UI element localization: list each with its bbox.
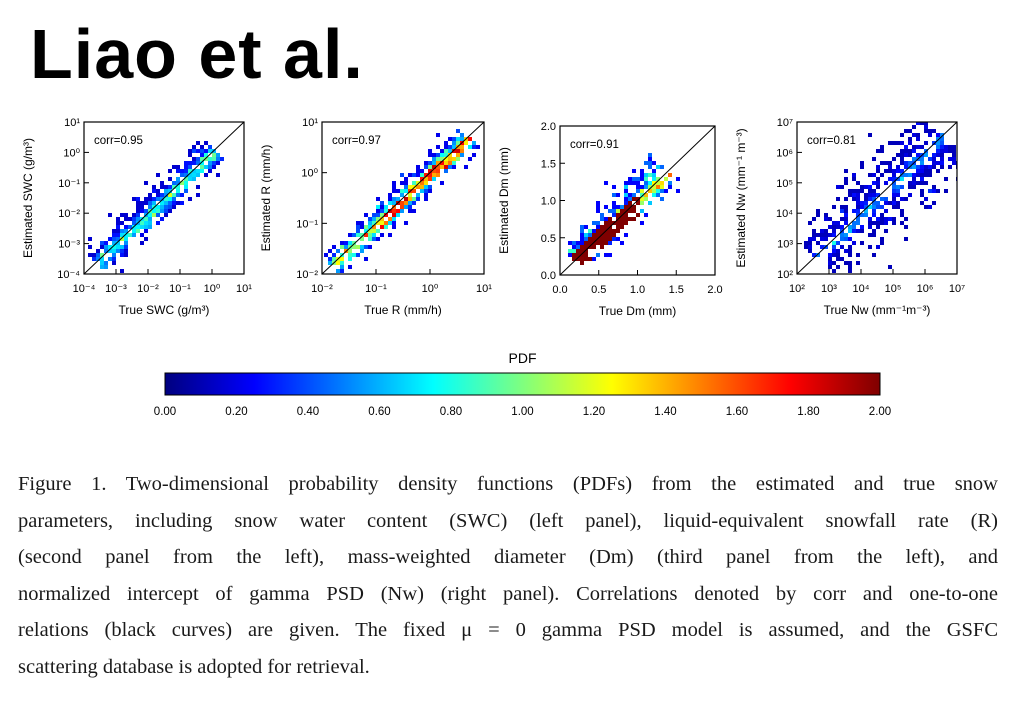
- slide-title: Liao et al.: [30, 15, 364, 93]
- x-tick-label: 10⁶: [917, 283, 934, 295]
- y-tick-label: 10¹: [64, 117, 80, 129]
- colorbar-tick-label: 1.40: [654, 406, 676, 418]
- corr-label: corr=0.97: [332, 135, 381, 147]
- x-axis-label: True SWC (g/m³): [119, 303, 210, 317]
- y-axis-label: Estimated Dm (mm): [497, 147, 511, 254]
- x-tick-label: 10⁰: [204, 283, 221, 295]
- x-tick-label: 10⁻³: [105, 283, 127, 295]
- x-tick-label: 10⁻⁴: [73, 283, 96, 295]
- figure-panel-group: corr=0.95 10¹ 10⁰ 10⁻¹ 10⁻² 10⁻³ 10⁻⁴ 10⁻⁴ 10⁻³ 1…: [0, 105, 1025, 440]
- y-tick-label: 10⁻⁴: [57, 269, 80, 281]
- x-tick-label: 0.0: [552, 284, 567, 296]
- caption-line: (second panel from the left), mass-weigh…: [18, 546, 998, 568]
- x-tick-label: 1.0: [630, 284, 645, 296]
- x-tick-label: 10⁻²: [311, 283, 333, 295]
- x-axis-label: True Dm (mm): [599, 304, 677, 318]
- colorbar-tick-label: 0.80: [440, 406, 462, 418]
- y-tick-label: 1.0: [541, 196, 556, 208]
- y-tick-label: 10⁻³: [58, 239, 80, 251]
- x-tick-label: 10⁰: [422, 283, 439, 295]
- colorbar-tick-label: 0.20: [225, 406, 247, 418]
- y-axis-label: Estimated R (mm/h): [259, 145, 273, 252]
- y-tick-label: 10⁰: [63, 147, 80, 159]
- density-cells: [804, 122, 957, 273]
- one-to-one-line: [559, 125, 716, 276]
- density-cells: [568, 153, 680, 265]
- x-tick-label: 10⁴: [853, 283, 870, 295]
- y-tick-label: 10⁷: [777, 117, 793, 129]
- caption-line: Figure 1. Two-dimensional probability de…: [18, 473, 998, 495]
- y-tick-label: 10²: [777, 269, 793, 281]
- y-tick-label: 10⁶: [776, 147, 793, 159]
- colorbar-label: PDF: [509, 350, 537, 366]
- y-tick-label: 0.5: [541, 233, 556, 245]
- x-tick-label: 10⁷: [949, 283, 965, 295]
- colorbar-tick-label: 2.00: [869, 406, 891, 418]
- colorbar-tick-label: 1.20: [583, 406, 605, 418]
- colorbar-tick-label: 1.80: [797, 406, 819, 418]
- x-tick-label: 10¹: [236, 283, 252, 295]
- x-tick-label: 10⁵: [885, 283, 902, 295]
- y-tick-label: 10⁻¹: [58, 178, 80, 190]
- plot-frame: [321, 121, 485, 275]
- colorbar: PDF 0.00 0.20 0.40 0.60 0.80 1.00 1.20 1.40 1.60 1…: [154, 350, 891, 418]
- one-to-one-line: [796, 121, 958, 275]
- y-tick-label: 10⁻¹: [296, 218, 318, 230]
- y-tick-label: 1.5: [541, 158, 556, 170]
- x-tick-label: 10⁻¹: [169, 283, 191, 295]
- x-tick-label: 10³: [821, 283, 837, 295]
- x-tick-label: 10⁻¹: [365, 283, 387, 295]
- y-tick-label: 10⁴: [776, 208, 793, 220]
- density-cells: [88, 141, 224, 273]
- y-tick-label: 0.0: [541, 270, 556, 282]
- y-tick-label: 10⁻²: [58, 208, 80, 220]
- y-tick-label: 2.0: [541, 121, 556, 133]
- caption-line: scattering database is adopted for retri…: [18, 655, 370, 678]
- x-tick-label: 2.0: [707, 284, 722, 296]
- colorbar-tick-label: 1.00: [511, 406, 533, 418]
- corr-label: corr=0.95: [94, 135, 143, 147]
- x-tick-label: 10¹: [476, 283, 492, 295]
- colorbar-tick-label: 0.60: [368, 406, 390, 418]
- plot-frame: [796, 121, 958, 275]
- scatter-panel-dm: corr=0.91 2.0 1.5 1.0 0.5 0.0 0.0 0.5 1.0 1.5 2.0 T…: [497, 121, 723, 318]
- y-axis-label: Estimated Nw (mm⁻¹ m⁻³): [734, 128, 748, 267]
- caption-line: relations (black curves) are given. The …: [18, 619, 998, 641]
- one-to-one-line: [83, 121, 245, 275]
- y-tick-label: 10³: [777, 239, 793, 251]
- colorbar-tick-label: 0.40: [297, 406, 319, 418]
- y-axis-label: Estimated SWC (g/m³): [21, 138, 35, 258]
- corr-label: corr=0.91: [570, 139, 619, 151]
- scatter-panel-r: corr=0.97 10¹ 10⁰ 10⁻¹ 10⁻² 10⁻² 10⁻¹ 10⁰ 10¹ Tru…: [259, 117, 492, 317]
- x-axis-label: True R (mm/h): [364, 303, 442, 317]
- figure-svg: corr=0.95 10¹ 10⁰ 10⁻¹ 10⁻² 10⁻³ 10⁻⁴ 10⁻⁴ 10⁻³ 1…: [21, 117, 965, 418]
- y-tick-label: 10⁰: [301, 168, 318, 180]
- colorbar-tick-label: 1.60: [726, 406, 748, 418]
- figure-caption: Figure 1. Two-dimensional probability de…: [18, 466, 998, 685]
- x-tick-label: 10⁻²: [137, 283, 159, 295]
- density-cells: [324, 129, 480, 273]
- plot-frame: [83, 121, 245, 275]
- colorbar-gradient: [164, 372, 881, 396]
- y-tick-label: 10⁻²: [296, 269, 318, 281]
- x-tick-label: 0.5: [591, 284, 606, 296]
- x-tick-label: 10²: [789, 283, 805, 295]
- corr-label: corr=0.81: [807, 135, 856, 147]
- colorbar-tick-label: 0.00: [154, 406, 176, 418]
- scatter-panel-nw: corr=0.81 10⁷ 10⁶ 10⁵ 10⁴ 10³ 10² 10² 10³ 10⁴ 10⁵ 1…: [734, 117, 965, 317]
- caption-line: normalized intercept of gamma PSD (Nw) (…: [18, 582, 998, 605]
- x-axis-label: True Nw (mm⁻¹m⁻³): [824, 303, 931, 317]
- y-tick-label: 10¹: [302, 117, 318, 129]
- one-to-one-line: [321, 121, 485, 275]
- scatter-panel-swc: corr=0.95 10¹ 10⁰ 10⁻¹ 10⁻² 10⁻³ 10⁻⁴ 10⁻⁴ 10⁻³ 1…: [21, 117, 252, 317]
- x-tick-label: 1.5: [669, 284, 684, 296]
- caption-line: parameters, including snow water content…: [18, 509, 998, 532]
- y-tick-label: 10⁵: [776, 178, 793, 190]
